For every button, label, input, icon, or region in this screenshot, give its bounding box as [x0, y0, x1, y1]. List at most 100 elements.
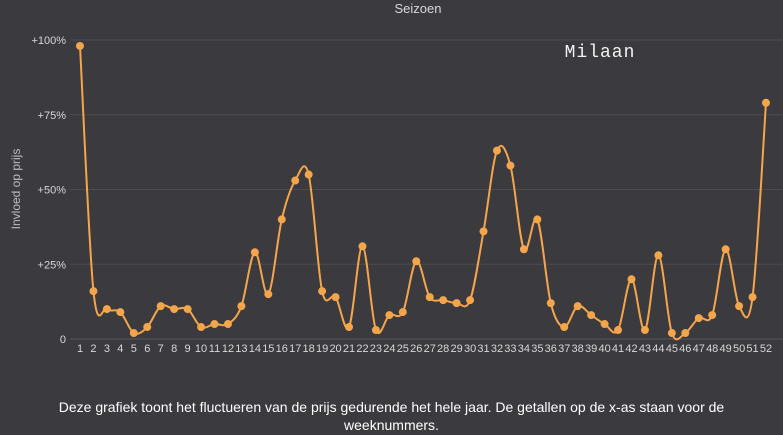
- x-tick-label: 35: [531, 343, 543, 355]
- data-point[interactable]: [721, 245, 730, 254]
- x-tick-label: 1: [77, 343, 83, 355]
- data-point[interactable]: [519, 245, 528, 254]
- data-point[interactable]: [183, 305, 192, 314]
- x-tick-label: 51: [746, 343, 758, 355]
- x-tick-label: 12: [222, 343, 234, 355]
- data-point[interactable]: [250, 248, 259, 257]
- x-tick-label: 44: [652, 343, 664, 355]
- x-tick-label: 41: [612, 343, 624, 355]
- data-point[interactable]: [237, 302, 246, 311]
- data-point[interactable]: [318, 287, 327, 296]
- data-point[interactable]: [385, 311, 394, 320]
- data-point[interactable]: [694, 314, 703, 323]
- data-point[interactable]: [654, 251, 663, 260]
- x-tick-label: 46: [679, 343, 691, 355]
- data-point[interactable]: [331, 293, 340, 302]
- x-tick-label: 9: [185, 343, 191, 355]
- x-tick-label: 34: [518, 343, 530, 355]
- data-point[interactable]: [143, 323, 152, 332]
- x-tick-label: 26: [410, 343, 422, 355]
- data-point[interactable]: [345, 323, 354, 332]
- chart-annotation: Milaan: [565, 43, 636, 63]
- x-tick-label: 32: [491, 343, 503, 355]
- x-tick-label: 43: [639, 343, 651, 355]
- x-tick-label: 4: [117, 343, 123, 355]
- data-point[interactable]: [291, 176, 300, 185]
- chart: Seizoen Invloed op prijs Milaan 0 +25% +50…: [9, 1, 783, 355]
- x-tick-label: 3: [104, 343, 110, 355]
- data-point[interactable]: [681, 329, 690, 338]
- x-tick-label: 36: [545, 343, 557, 355]
- data-point[interactable]: [492, 146, 501, 155]
- x-tick-label: 17: [289, 343, 301, 355]
- x-axis-ticks: 1 2 3 4 5 6 7 8 9 10 11 12 13 14 15 16 17 18 19 20 21 22 23 24 2…: [77, 343, 772, 355]
- data-point[interactable]: [76, 41, 84, 50]
- data-point[interactable]: [479, 227, 488, 236]
- x-tick-label: 8: [171, 343, 177, 355]
- data-point[interactable]: [506, 161, 515, 170]
- data-point[interactable]: [573, 302, 582, 311]
- chart-caption: Deze grafiek toont het fluctueren van de…: [58, 399, 725, 433]
- data-point[interactable]: [371, 326, 380, 335]
- y-tick-label: +25%: [38, 259, 67, 271]
- x-tick-label: 38: [572, 343, 584, 355]
- x-tick-label: 48: [706, 343, 718, 355]
- data-point[interactable]: [398, 308, 407, 317]
- x-tick-label: 21: [343, 343, 355, 355]
- data-point[interactable]: [170, 305, 179, 314]
- data-point[interactable]: [304, 170, 313, 179]
- data-point[interactable]: [748, 293, 757, 302]
- x-tick-label: 45: [666, 343, 678, 355]
- x-tick-label: 37: [558, 343, 570, 355]
- chart-svg: Seizoen Invloed op prijs Milaan 0 +25% +50…: [9, 1, 783, 355]
- data-point[interactable]: [560, 323, 569, 332]
- data-point[interactable]: [197, 323, 206, 332]
- data-point[interactable]: [452, 299, 461, 308]
- data-point[interactable]: [129, 329, 138, 338]
- data-point[interactable]: [627, 275, 636, 284]
- data-point[interactable]: [412, 257, 421, 266]
- data-point[interactable]: [210, 320, 219, 329]
- x-tick-label: 27: [424, 343, 436, 355]
- x-tick-label: 6: [144, 343, 150, 355]
- data-point[interactable]: [762, 98, 770, 107]
- data-point[interactable]: [277, 215, 286, 224]
- x-tick-label: 16: [276, 343, 288, 355]
- data-point[interactable]: [735, 302, 744, 311]
- x-tick-label: 49: [720, 343, 732, 355]
- data-point[interactable]: [358, 242, 367, 251]
- y-tick-label: +75%: [38, 110, 67, 122]
- x-tick-label: 15: [262, 343, 274, 355]
- x-tick-label: 5: [131, 343, 137, 355]
- data-point[interactable]: [466, 296, 475, 305]
- data-point[interactable]: [425, 293, 434, 302]
- x-tick-label: 50: [733, 343, 745, 355]
- x-tick-label: 2: [90, 343, 96, 355]
- x-tick-label: 40: [598, 343, 610, 355]
- y-tick-label: +50%: [38, 185, 67, 197]
- data-point[interactable]: [533, 215, 542, 224]
- y-tick-label: +100%: [31, 35, 66, 47]
- data-point[interactable]: [223, 320, 232, 329]
- data-point[interactable]: [546, 299, 555, 308]
- y-axis-ticks: 0 +25% +50% +75% +100%: [31, 35, 66, 346]
- data-point[interactable]: [708, 311, 717, 320]
- data-point[interactable]: [439, 296, 448, 305]
- data-point[interactable]: [667, 329, 676, 338]
- data-points: [76, 41, 770, 338]
- x-tick-label: 23: [370, 343, 382, 355]
- data-point[interactable]: [264, 290, 273, 299]
- y-tick-label: 0: [60, 334, 66, 346]
- data-point[interactable]: [587, 311, 596, 320]
- data-point[interactable]: [102, 305, 111, 314]
- data-point[interactable]: [614, 326, 623, 335]
- data-point[interactable]: [156, 302, 165, 311]
- data-point[interactable]: [89, 287, 98, 296]
- x-tick-label: 14: [249, 343, 261, 355]
- x-tick-label: 42: [625, 343, 637, 355]
- data-point[interactable]: [600, 320, 609, 329]
- x-tick-label: 24: [383, 343, 395, 355]
- x-tick-label: 19: [316, 343, 328, 355]
- data-point[interactable]: [640, 326, 649, 335]
- data-point[interactable]: [116, 308, 125, 317]
